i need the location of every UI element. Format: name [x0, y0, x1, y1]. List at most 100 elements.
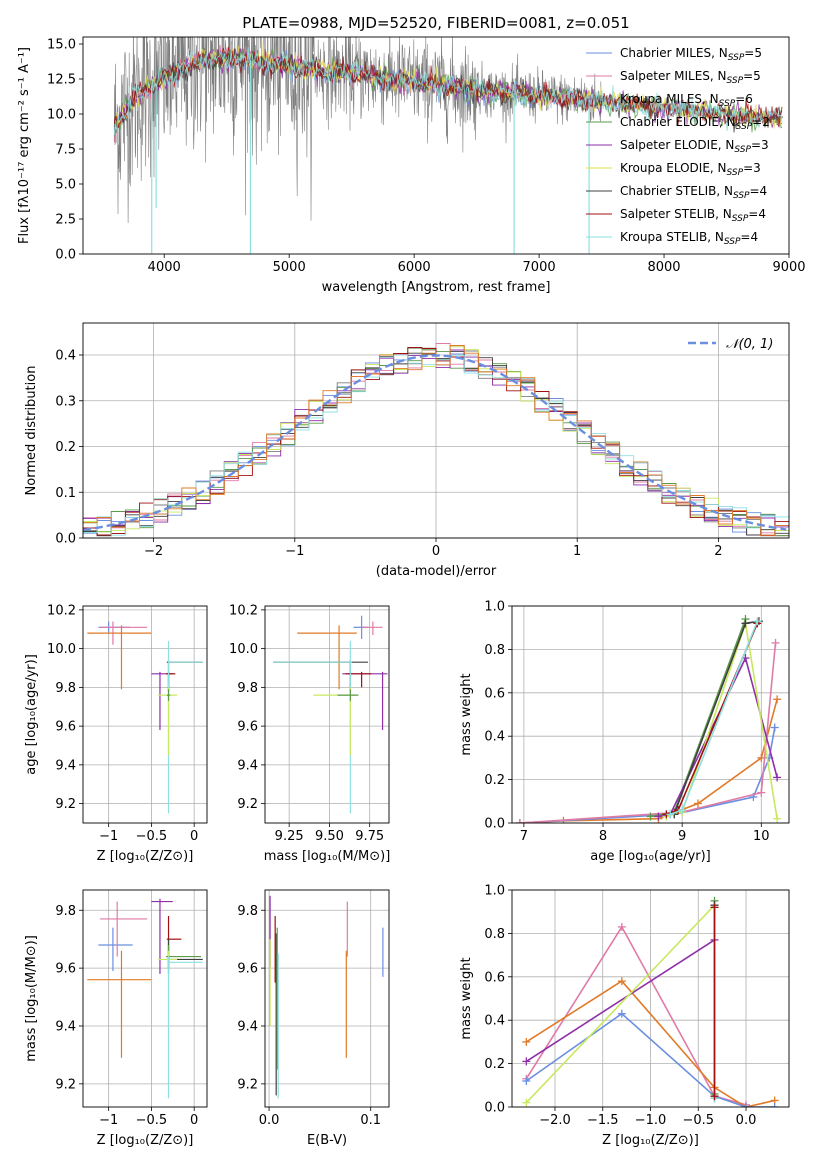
- legend-entry: Chabrier MILES, NSSP=5: [620, 46, 762, 63]
- legend-tail: =3: [751, 138, 769, 152]
- legend-text: Salpeter STELIB, N: [620, 207, 732, 221]
- x-tick-label: −1: [285, 544, 304, 559]
- y-tick-label: 9.6: [55, 720, 76, 735]
- legend-entry: Salpeter MILES, NSSP=5: [620, 69, 761, 86]
- weight-line: [525, 925, 747, 1106]
- y-tick-label: 9.4: [55, 1019, 76, 1034]
- y-tick-label: 0.1: [55, 486, 76, 501]
- x-tick-label: 10: [753, 829, 770, 844]
- legend-tail: =4: [748, 207, 766, 221]
- y-axis-label: mass weight: [459, 957, 474, 1039]
- error-bar-point: [87, 625, 152, 690]
- legend-tail: =4: [740, 230, 758, 244]
- weight-line: [525, 904, 716, 1104]
- y-tick-label: 12.5: [47, 73, 76, 88]
- y-tick-label: 9.8: [55, 904, 76, 919]
- y-tick-label: 15.0: [47, 38, 76, 53]
- x-axis-label: wavelength [Angstrom, rest frame]: [322, 280, 551, 295]
- y-tick-label: 9.6: [55, 962, 76, 977]
- legend-text: Kroupa ELODIE, N: [620, 161, 727, 175]
- x-tick-label: 4000: [148, 260, 181, 275]
- residual-histogram-panel: −2 −1 0 1 2 0.0 0.1 0.2 0.3 0.4 (data-model)/error…: [24, 322, 790, 579]
- x-axis-label: Z [log₁₀(Z/Z⊙)]: [602, 1133, 699, 1148]
- x-tick-label: 2: [714, 544, 722, 559]
- x-tick-label: 6000: [398, 260, 431, 275]
- legend-subscript: SSP: [728, 53, 745, 63]
- weight-vs-age-panel: 7 8 9 10 0.0 0.2 0.4 0.6 0.8 1.0 age [log₁₀(age/yr…: [459, 600, 790, 864]
- axes-frame: [82, 322, 790, 539]
- legend-entry: Salpeter STELIB, NSSP=4: [620, 207, 766, 224]
- y-tick-label: 9.8: [55, 681, 76, 696]
- legend-text: Salpeter MILES, N: [620, 69, 727, 83]
- grid: [265, 606, 389, 823]
- y-tick-label: 9.6: [237, 720, 258, 735]
- figure-title: PLATE=0988, MJD=52520, FIBERID=0081, z=0…: [242, 14, 629, 32]
- legend-tail: =5: [743, 69, 761, 83]
- legend-entry: Kroupa ELODIE, NSSP=3: [620, 161, 761, 178]
- y-tick-label: 10.0: [47, 108, 76, 123]
- x-tick-label: −0.5: [136, 829, 168, 844]
- legend-text: Chabrier MILES, N: [620, 46, 728, 60]
- axes-frame: [82, 889, 208, 1108]
- y-tick-label: 10.2: [47, 603, 76, 618]
- mass-vs-reddening-panel: 0.0 0.1 9.2 9.4 9.6 9.8 E(B-V): [237, 889, 390, 1148]
- y-tick-label: 10.2: [229, 603, 258, 618]
- y-tick-label: 0.2: [484, 1057, 505, 1072]
- y-tick-label: 0.4: [484, 1014, 505, 1029]
- y-axis-label: age [log₁₀(age/yr)]: [24, 654, 39, 775]
- x-tick-label: −0.5: [136, 1113, 168, 1128]
- x-tick-label: −1: [99, 1113, 118, 1128]
- residual-histogram: [83, 345, 789, 537]
- legend-entry: Chabrier STELIB, NSSP=4: [620, 184, 767, 201]
- y-tick-label: 9.4: [55, 758, 76, 773]
- y-tick-label: 9.2: [55, 797, 76, 812]
- plot-content: [269, 895, 384, 1099]
- x-axis-label: Z [log₁₀(Z/Z⊙)]: [97, 849, 194, 864]
- x-tick-label: 9.75: [355, 829, 384, 844]
- plot-content: [83, 343, 789, 537]
- x-tick-label: −1.0: [635, 1113, 667, 1128]
- x-tick-label: 1: [573, 544, 581, 559]
- x-tick-label: 9.50: [315, 829, 344, 844]
- y-tick-label: 0.4: [484, 730, 505, 745]
- legend-subscript: SSP: [719, 99, 736, 109]
- legend-subscript: SSP: [724, 237, 741, 247]
- legend-tail: =5: [744, 46, 762, 60]
- y-tick-label: 9.4: [237, 1019, 258, 1034]
- legend-text: Salpeter ELODIE, N: [620, 138, 734, 152]
- legend-tail: =2: [752, 115, 770, 129]
- plot-content: [87, 621, 203, 814]
- plot-area: [83, 890, 207, 1107]
- y-tick-label: 0.2: [55, 440, 76, 455]
- y-tick-label: 0.0: [55, 532, 76, 547]
- error-bar-point: [100, 901, 148, 957]
- spectrum-panel: 4000 5000 6000 7000 8000 9000 0.0 2.5 5.0 7.5 10.0…: [17, 36, 806, 295]
- ticks: −2 −1 0 1 2 0.0 0.1 0.2 0.3 0.4: [55, 349, 722, 559]
- y-axis-label: Normed distribution: [24, 366, 39, 496]
- x-tick-label: 0.0: [736, 1113, 757, 1128]
- y-tick-label: 9.2: [237, 1077, 258, 1092]
- plot-content: [87, 898, 203, 1099]
- x-axis-label: E(B-V): [307, 1133, 347, 1148]
- legend-entry: Chabrier ELODIE, NSSP=2: [620, 115, 770, 132]
- y-tick-label: 1.0: [484, 600, 505, 615]
- legend-tail: =4: [750, 184, 768, 198]
- x-tick-label: 7: [520, 829, 528, 844]
- ticks: −1 −0.5 0 9.2 9.4 9.6 9.8: [55, 904, 198, 1128]
- error-bar-point: [361, 621, 383, 636]
- x-tick-label: 0: [190, 1113, 198, 1128]
- y-tick-label: 0.6: [484, 970, 505, 985]
- mass-vs-metallicity-panel: −1 −0.5 0 9.2 9.4 9.6 9.8 Z [log₁₀(Z/Z⊙)] mass […: [24, 889, 208, 1148]
- legend-entry: Kroupa MILES, NSSP=6: [620, 92, 753, 109]
- ticks: 9.25 9.50 9.75 9.2 9.4 9.6 9.8 10.0 10.2: [229, 603, 384, 844]
- x-tick-label: 0.1: [360, 1113, 381, 1128]
- legend-subscript: SSP: [727, 168, 744, 178]
- axes-frame: [82, 605, 208, 824]
- axes-frame: [511, 889, 790, 1108]
- y-tick-label: 0.3: [55, 394, 76, 409]
- x-tick-label: 5000: [273, 260, 306, 275]
- plot-content: [273, 615, 388, 814]
- x-tick-label: 0.0: [259, 1113, 280, 1128]
- y-tick-label: 9.2: [55, 1077, 76, 1092]
